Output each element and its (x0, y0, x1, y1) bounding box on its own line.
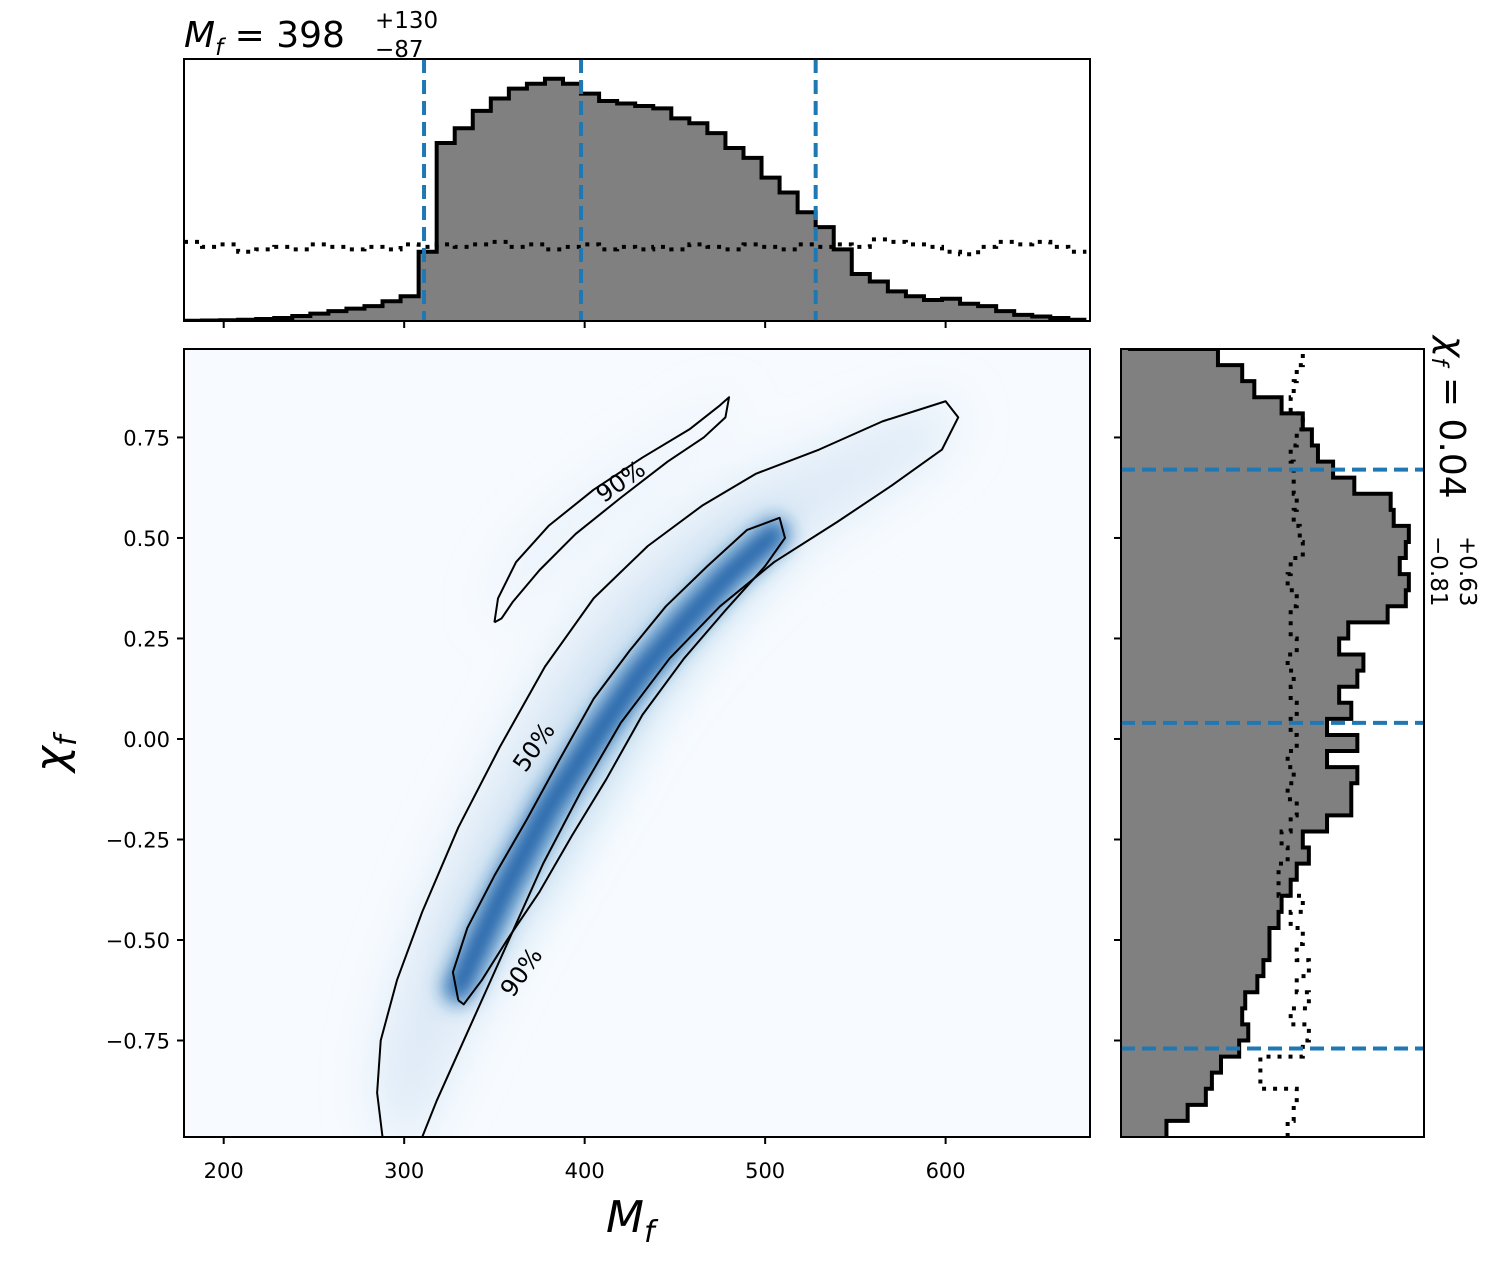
top-prior-step (184, 237, 1087, 257)
y-tick-label: 0.75 (123, 426, 170, 450)
y-tick-label: 0.00 (123, 728, 170, 752)
density-ridge-core (450, 525, 783, 997)
top-x-ticks (222, 321, 947, 328)
top-title-subscript: f (215, 35, 226, 61)
y-axis-symbol: χ (26, 744, 77, 774)
right-title-plus: +0.63 (1454, 536, 1480, 606)
x-axis-subscript: f (644, 1215, 659, 1250)
x-tick-label: 400 (565, 1159, 605, 1183)
top-title-value: = 398 (223, 15, 345, 56)
y-tick-label: −0.25 (106, 828, 170, 852)
main-density-panel: 90%50%90% 200 300 400 500 600 0.750.500.250.… (26, 348, 1091, 1250)
contour-line-90pct (493, 396, 731, 624)
right-title-minus: −0.81 (1425, 536, 1451, 606)
contour-line-90pct (376, 400, 960, 1137)
density-halo (377, 397, 959, 1137)
top-title-minus: −87 (375, 37, 424, 63)
contour-line-50pct (451, 516, 786, 1006)
right-title-symbol: χ (1431, 334, 1472, 359)
right-title: χf = 0.04 (1426, 334, 1472, 499)
right-histogram-panel: χf = 0.04 +0.63 −0.81 (1114, 334, 1480, 1138)
right-posterior-step (1128, 349, 1411, 1137)
y-axis-label: χf (26, 731, 84, 774)
top-title-symbol: M (184, 15, 215, 56)
main-y-ticks: 0.75 0.50 0.25 0.00 −0.25 −0.50 −0.75 (106, 426, 184, 1054)
x-tick-label: 300 (384, 1159, 424, 1183)
y-axis-subscript: f (49, 731, 84, 746)
top-posterior-fill (184, 78, 1087, 321)
main-x-ticks: 200 300 400 500 600 (204, 1137, 966, 1183)
y-tick-label: 0.50 (123, 527, 170, 551)
right-posterior-fill (1121, 349, 1409, 1137)
right-title-value: = 0.04 (1431, 365, 1472, 498)
right-y-ticks (1114, 436, 1121, 1042)
y-tick-label: −0.75 (106, 1030, 170, 1054)
top-posterior-step (184, 76, 1087, 321)
density-band (377, 401, 959, 1137)
x-axis-label: Mf (606, 1192, 659, 1250)
x-tick-label: 500 (745, 1159, 785, 1183)
top-quantile-lines (422, 59, 818, 321)
y-tick-label: 0.25 (123, 627, 170, 651)
right-title-subscript: f (1426, 357, 1452, 368)
top-title-plus: +130 (375, 8, 438, 34)
top-histogram-panel: Mf = 398 +130 −87 (183, 8, 1091, 328)
right-quantile-lines (1121, 467, 1424, 1051)
density-band (452, 517, 785, 1005)
density-band (494, 397, 730, 623)
x-tick-label: 600 (926, 1159, 966, 1183)
contours (376, 396, 960, 1137)
y-tick-label: −0.50 (106, 929, 170, 953)
top-title: Mf = 398 (184, 15, 345, 61)
x-axis-symbol: M (606, 1192, 644, 1243)
x-tick-label: 200 (204, 1159, 244, 1183)
density-core (441, 516, 792, 1006)
right-prior-step (1258, 349, 1311, 1137)
